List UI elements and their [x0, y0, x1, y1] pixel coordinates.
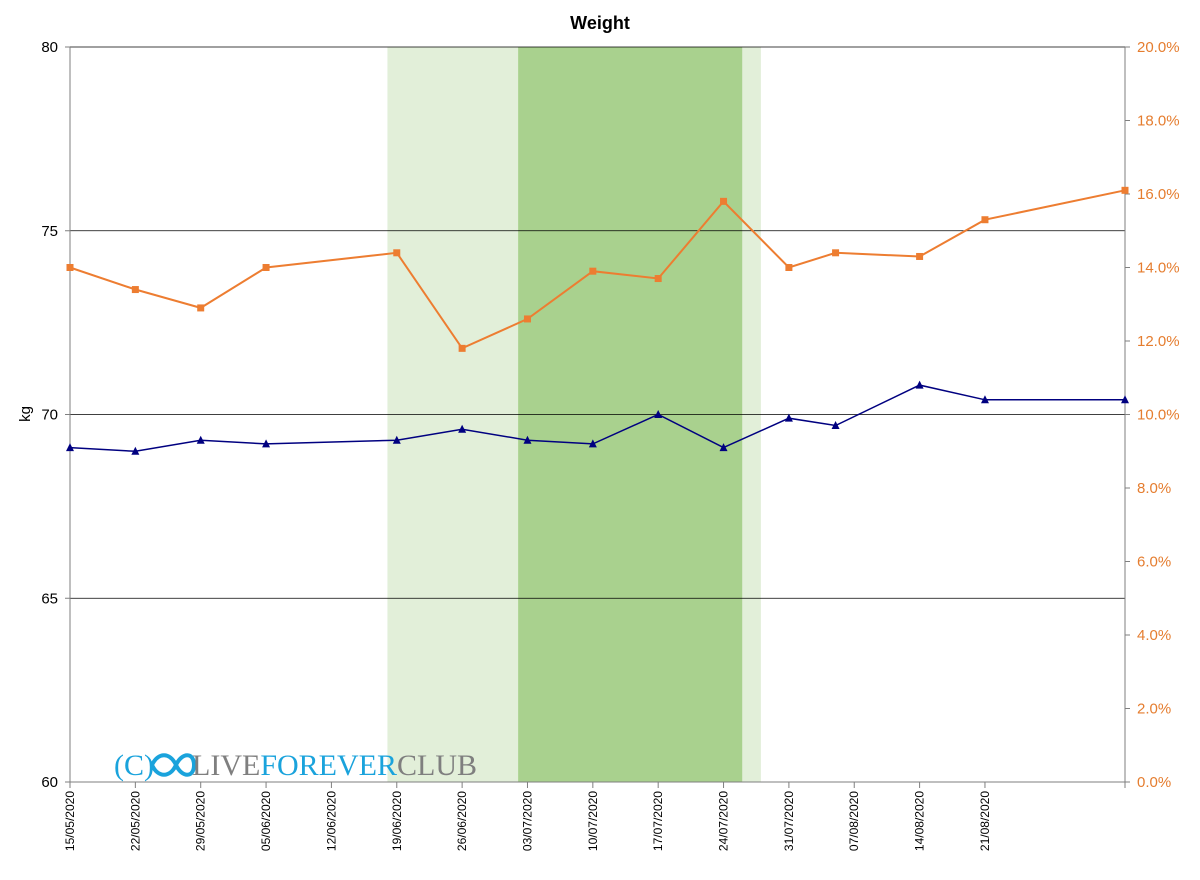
triangle-point — [654, 410, 663, 418]
infinity-logo-icon — [149, 753, 197, 777]
y-right-tick-label: 12.0% — [1137, 333, 1180, 350]
x-tick-label: 22/05/2020 — [128, 791, 142, 851]
square-point — [654, 275, 662, 283]
triangle-point — [980, 395, 989, 404]
watermark: (C) LIVEFOREVERCLUB — [114, 749, 477, 782]
y-right-tick-label: 2.0% — [1137, 701, 1171, 718]
triangle-point — [588, 439, 597, 448]
y-right-tick-label: 16.0% — [1137, 186, 1180, 203]
x-tick-label: 26/06/2020 — [455, 791, 469, 851]
x-tick-label: 29/05/2020 — [194, 791, 208, 851]
square-point — [131, 286, 139, 294]
y-tick-label: 65 — [41, 590, 58, 607]
watermark-word-forever: FOREVER — [260, 749, 397, 782]
x-tick-label: 12/06/2020 — [324, 791, 338, 851]
square-point — [393, 249, 401, 257]
square-point — [1121, 186, 1129, 194]
triangle-point — [262, 439, 271, 448]
svg-text:LIVEFOREVERCLUB: LIVEFOREVERCLUB — [192, 749, 477, 782]
square-point — [720, 197, 728, 205]
y-tick-label: 80 — [41, 39, 58, 56]
x-tick-label: 05/06/2020 — [259, 791, 273, 851]
x-tick-label: 19/06/2020 — [390, 791, 404, 851]
square-point — [589, 267, 597, 275]
triangle-point — [1121, 395, 1129, 404]
chart-title: Weight — [570, 13, 630, 33]
y-right-tick-label: 0.0% — [1137, 774, 1171, 791]
y-right-tick-label: 10.0% — [1137, 407, 1180, 424]
square-point — [262, 264, 270, 271]
x-tick-label: 17/07/2020 — [651, 791, 665, 851]
square-point — [523, 315, 531, 323]
labels: Weight kg — [17, 13, 630, 422]
y-tick-label: 70 — [41, 407, 58, 424]
triangle-point — [784, 413, 793, 422]
x-tick-label: 31/07/2020 — [782, 791, 796, 851]
square-point — [458, 344, 466, 352]
y-right-tick-label: 4.0% — [1137, 627, 1171, 644]
y-tick-label: 75 — [41, 223, 58, 240]
x-tick-label: 10/07/2020 — [586, 791, 600, 851]
triangle-point — [458, 424, 467, 433]
y-right-tick-label: 20.0% — [1137, 39, 1180, 56]
triangle-point — [915, 380, 924, 389]
square-point — [66, 264, 74, 271]
x-tick-label: 07/08/2020 — [847, 791, 861, 851]
x-tick-label: 15/05/2020 — [63, 791, 77, 851]
square-point — [832, 249, 840, 257]
x-tick-label: 21/08/2020 — [978, 791, 992, 851]
x-tick-label: 24/07/2020 — [717, 791, 731, 851]
triangle-point — [523, 435, 532, 444]
triangle-point — [66, 443, 74, 452]
y-right-tick-label: 18.0% — [1137, 113, 1180, 130]
x-tick-label: 03/07/2020 — [520, 791, 534, 851]
x-tick-label: 14/08/2020 — [913, 791, 927, 851]
series-layer — [66, 186, 1129, 455]
square-point — [197, 304, 205, 312]
y-tick-label: 60 — [41, 774, 58, 791]
square-point — [916, 252, 924, 260]
triangle-point — [392, 435, 401, 444]
y-right-tick-label: 6.0% — [1137, 554, 1171, 571]
watermark-text: (C) — [114, 749, 154, 782]
triangle-point — [719, 443, 728, 452]
triangle-point — [831, 421, 840, 430]
triangle-point — [196, 435, 205, 444]
triangle-point — [131, 446, 140, 455]
y-axis-label: kg — [17, 406, 34, 422]
square-point — [785, 264, 793, 271]
watermark-prefix: (C) — [114, 749, 154, 782]
square-point — [981, 216, 989, 224]
watermark-word-live: LIVE — [192, 749, 260, 782]
y-right-tick-label: 14.0% — [1137, 260, 1180, 277]
y-right-tick-label: 8.0% — [1137, 480, 1171, 497]
watermark-word-club: CLUB — [397, 749, 477, 782]
axes: 60 65 70 75 80 0.0% 2.0% 4.0% 6.0% 8.0% 10.0% 12.0%… — [41, 39, 1179, 851]
